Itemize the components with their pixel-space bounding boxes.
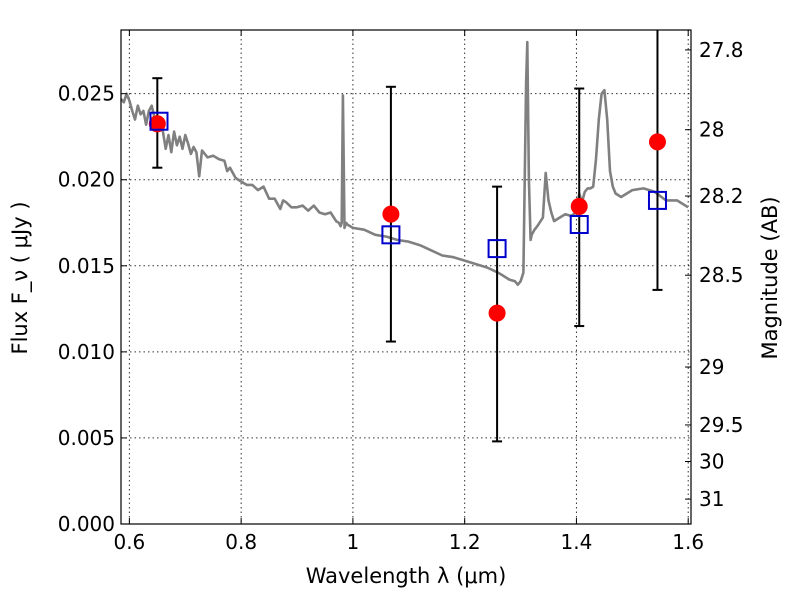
x-tick-label: 1.6 <box>672 530 704 554</box>
y-tick-label: 0.000 <box>58 512 115 536</box>
model-point <box>647 190 667 210</box>
observed-point <box>382 205 400 223</box>
x-tick-label: 1.2 <box>449 530 481 554</box>
observed-point <box>148 115 166 133</box>
x-tick-label: 0.6 <box>113 530 145 554</box>
x-axis-title: Wavelength λ (μm) <box>306 564 507 588</box>
y2-tick-label: 29 <box>699 355 724 379</box>
y2-tick-label: 27.8 <box>699 38 744 62</box>
points-layer <box>148 111 667 322</box>
y-axis-title: Flux F_ν ( μJy ) <box>8 201 33 354</box>
x-axis: 0.6 0.8 1 1.2 1.4 1.6 <box>113 30 704 554</box>
y2-tick-label: 28.5 <box>699 263 744 287</box>
model-spectrum-layer <box>119 40 689 286</box>
observed-point <box>488 304 506 322</box>
observed-point <box>570 197 588 215</box>
y-tick-label: 0.015 <box>58 254 115 278</box>
errorbars-layer <box>152 30 663 443</box>
y-tick-label: 0.020 <box>58 168 115 192</box>
x-tick-label: 0.8 <box>225 530 257 554</box>
x-tick-label: 1 <box>347 530 360 554</box>
y2-axis-title: Magnitude (AB) <box>758 196 782 359</box>
y2-tick-label: 29.5 <box>699 413 744 437</box>
y2-axis: 27.8 28 28.2 28.5 29 29.5 30 31 <box>685 38 744 511</box>
y2-tick-label: 28 <box>699 118 724 142</box>
model-point <box>381 225 401 245</box>
y-tick-label: 0.010 <box>58 340 115 364</box>
model-point <box>569 215 589 235</box>
observed-point <box>648 133 666 151</box>
model-spectrum-line <box>119 40 689 286</box>
model-point <box>149 111 169 131</box>
y-tick-label: 0.025 <box>58 82 115 106</box>
y-tick-label: 0.005 <box>58 426 115 450</box>
y-axis: 0.000 0.005 0.010 0.015 0.020 0.025 <box>58 82 127 536</box>
y2-tick-label: 28.2 <box>699 184 744 208</box>
x-tick-label: 1.4 <box>561 530 593 554</box>
y2-tick-label: 30 <box>699 450 724 474</box>
model-point <box>487 239 507 259</box>
y2-tick-label: 31 <box>699 487 724 511</box>
plot-frame <box>120 29 692 525</box>
